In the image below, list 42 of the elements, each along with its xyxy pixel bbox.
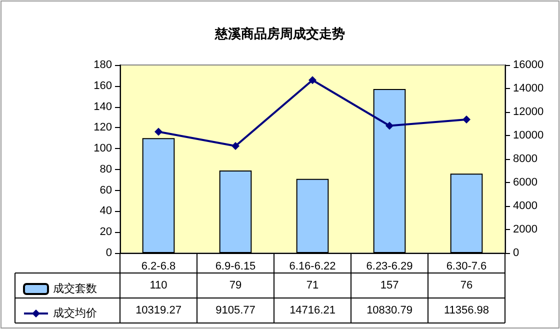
data-label: 10830.79 <box>366 304 412 316</box>
x-tick-label: 6.23-6.29 <box>366 260 413 272</box>
y2-tick-label: 8000 <box>513 153 538 165</box>
x-tick-label: 6.2-6.8 <box>141 260 176 272</box>
y2-tick-label: 14000 <box>513 82 544 94</box>
point <box>154 128 162 136</box>
y-tick-label: 120 <box>94 122 112 134</box>
y-tick-label: 100 <box>94 142 112 155</box>
data-label: 110 <box>150 280 168 292</box>
point <box>232 142 240 150</box>
legend-label: 成交套数 <box>53 282 97 295</box>
y2-tick-label: 12000 <box>513 106 544 118</box>
data-label: 10319.27 <box>136 304 182 316</box>
y2-tick-label: 0 <box>513 247 520 259</box>
point <box>386 122 394 130</box>
data-label: 11356.98 <box>444 304 490 316</box>
point <box>462 116 470 124</box>
data-label: 9105.77 <box>216 304 256 316</box>
data-label: 157 <box>380 280 399 292</box>
y-tick-label: 180 <box>94 59 112 71</box>
y-tick-label: 140 <box>94 100 112 113</box>
y-tick-label: 0 <box>106 247 112 259</box>
y-tick-label: 20 <box>100 226 112 238</box>
y2-tick-label: 6000 <box>513 176 538 188</box>
y2-tick-label: 2000 <box>513 224 538 236</box>
data-label: 76 <box>460 280 473 292</box>
x-tick-label: 6.16-6.22 <box>289 260 336 272</box>
y2-tick-label: 10000 <box>513 130 544 142</box>
data-label: 79 <box>229 280 242 292</box>
y2-tick-label: 4000 <box>513 200 538 212</box>
y-tick-label: 80 <box>100 163 112 176</box>
x-tick-label: 6.30-7.6 <box>446 260 487 272</box>
data-label: 71 <box>306 280 319 292</box>
x-tick-label: 6.9-6.15 <box>215 260 256 272</box>
chart-title: 慈溪商品房周成交走势 <box>214 26 345 41</box>
y-tick-label: 160 <box>94 80 112 92</box>
data-label: 14716.21 <box>290 304 336 316</box>
y-tick-label: 60 <box>100 184 112 196</box>
legend-label: 成交均价 <box>53 306 97 320</box>
point <box>308 76 316 84</box>
y2-tick-label: 16000 <box>513 59 544 71</box>
y-tick-label: 40 <box>100 205 112 218</box>
